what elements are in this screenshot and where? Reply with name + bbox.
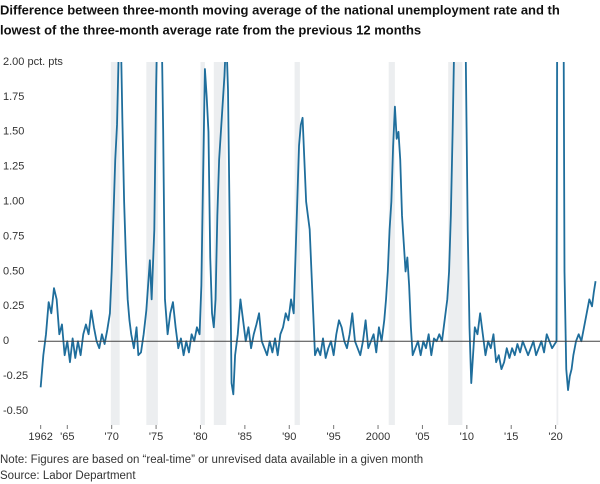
x-tick-label: '15 [504, 431, 518, 443]
y-tick-label: -0.25 [3, 370, 28, 382]
x-tick-label: 2000 [366, 431, 390, 443]
recession-band [213, 62, 227, 425]
recession-band [294, 62, 300, 425]
x-tick-label: '20 [548, 431, 562, 443]
chart-title: lowest of the three-month average rate f… [0, 22, 421, 37]
y-tick-label: 2.00 pct. pts [3, 56, 63, 68]
y-tick-label: 0.75 [3, 230, 24, 242]
y-tick-label: 0.25 [3, 300, 24, 312]
x-tick-label: '70 [105, 431, 119, 443]
y-tick-label: 1.75 [3, 91, 24, 103]
x-tick-label: '10 [460, 431, 474, 443]
plot-area [39, 62, 597, 425]
y-tick-label: 1.00 [3, 196, 24, 208]
x-tick-label: '05 [415, 431, 429, 443]
recession-band [388, 62, 395, 425]
y-tick-label: 0.50 [3, 265, 24, 277]
source: Source: Labor Department [0, 470, 136, 482]
x-tick-label: '65 [60, 431, 74, 443]
recession-band [146, 62, 158, 425]
recession-band [110, 62, 120, 425]
y-tick-label: 0 [3, 335, 9, 347]
x-tick-label: 1962 [28, 431, 52, 443]
y-tick-label: 1.50 [3, 126, 24, 138]
y-tick-label: -0.50 [3, 405, 28, 417]
data-line [39, 62, 597, 396]
x-tick-label: '80 [193, 431, 207, 443]
y-tick-label: 1.25 [3, 161, 24, 173]
x-tick-label: '75 [149, 431, 163, 443]
x-tick-label: '95 [326, 431, 340, 443]
chart-title: Difference between three-month moving av… [0, 2, 560, 17]
x-tick-label: '85 [238, 431, 252, 443]
x-tick-label: '90 [282, 431, 296, 443]
note: Note: Figures are based on “real-time” o… [0, 454, 423, 466]
